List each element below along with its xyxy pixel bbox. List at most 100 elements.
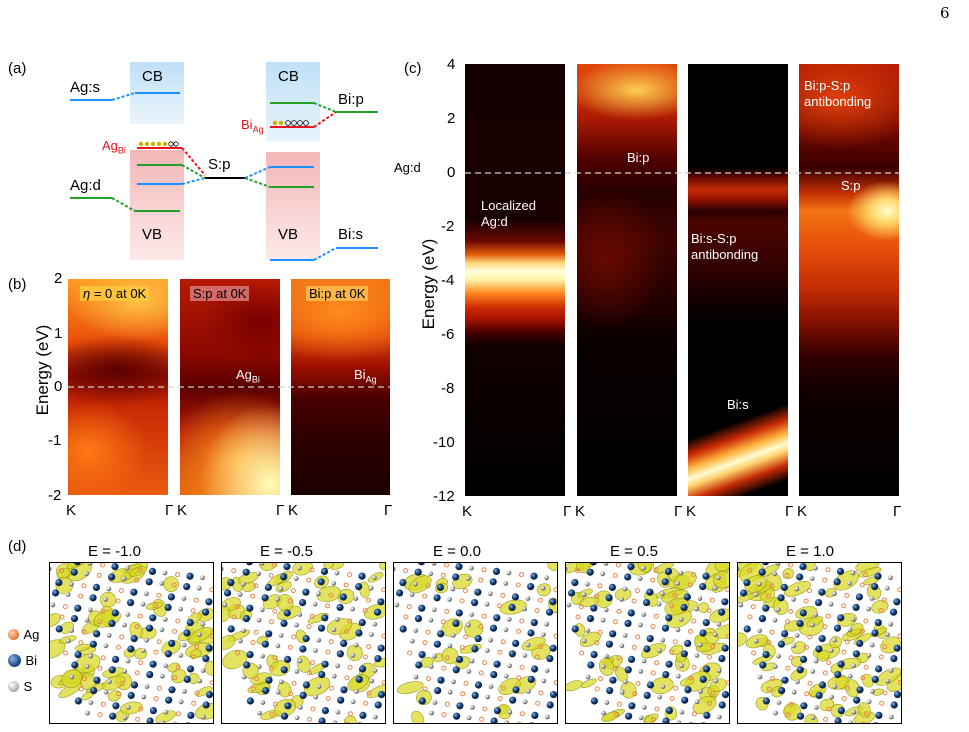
bi-atom bbox=[280, 619, 288, 627]
s-atom bbox=[866, 699, 872, 705]
s-atom bbox=[107, 679, 112, 685]
fermi-label-ag-d: Ag:d bbox=[394, 160, 421, 175]
s-atom bbox=[884, 585, 890, 591]
bi-atom bbox=[836, 567, 845, 575]
ag-atom bbox=[191, 700, 197, 706]
bi-atom bbox=[264, 583, 272, 591]
ag-atom bbox=[654, 660, 660, 666]
annotation-bi-s: Bi:s bbox=[727, 397, 749, 412]
bi-atom bbox=[284, 655, 292, 663]
panel-label-c: (c) bbox=[404, 60, 422, 77]
bi-atom bbox=[493, 660, 501, 668]
s-atom bbox=[698, 689, 703, 694]
s-atom bbox=[181, 596, 187, 601]
s-atom bbox=[428, 571, 434, 577]
bi-atom bbox=[471, 599, 479, 607]
bi-atom bbox=[186, 572, 194, 580]
bi-atom bbox=[145, 624, 154, 632]
bi-atom bbox=[758, 568, 766, 576]
s-atom bbox=[582, 638, 587, 644]
ag-atom bbox=[616, 701, 622, 707]
ag-atom bbox=[632, 691, 638, 697]
heatmap-c-bi-s-band bbox=[688, 400, 788, 496]
s-atom bbox=[372, 621, 378, 627]
bi-atom bbox=[437, 630, 445, 638]
ag-atom bbox=[363, 700, 369, 706]
bi-atom bbox=[818, 635, 826, 643]
ag-atom bbox=[650, 670, 656, 676]
ag-atom bbox=[309, 567, 315, 573]
heatmap-c-s-p bbox=[799, 64, 899, 496]
bi-atom bbox=[474, 588, 482, 596]
bi-atom bbox=[546, 701, 554, 709]
s-atom bbox=[810, 715, 816, 721]
ag-atom bbox=[725, 633, 729, 639]
s-atom bbox=[334, 617, 340, 622]
ag-atom bbox=[650, 624, 656, 630]
ag-atom bbox=[441, 712, 447, 718]
ag-atom bbox=[654, 706, 660, 712]
panel-c-xtick-k3: K bbox=[686, 503, 697, 520]
bi-atom bbox=[833, 578, 841, 586]
s-atom bbox=[331, 627, 337, 633]
annotation-bi-p-s-p: Bi:p-S:p antibonding bbox=[804, 78, 872, 109]
s-atom bbox=[603, 607, 609, 613]
s-atom bbox=[201, 714, 206, 720]
s-atom bbox=[103, 643, 109, 649]
isosurface-blob bbox=[783, 702, 801, 721]
s-atom bbox=[657, 694, 663, 700]
ag-atom bbox=[653, 613, 659, 619]
ag-atom bbox=[212, 624, 213, 627]
bi-atom bbox=[665, 614, 673, 622]
ag-atom bbox=[688, 675, 694, 681]
heatmap-title-eta: η = 0 at 0K bbox=[80, 286, 150, 301]
s-atom bbox=[694, 606, 699, 612]
bi-atom bbox=[718, 608, 726, 616]
ag-atom bbox=[841, 696, 847, 702]
bi-atom bbox=[242, 568, 250, 576]
s-atom bbox=[641, 612, 647, 617]
bi-atom bbox=[283, 563, 291, 571]
s-atom bbox=[141, 694, 147, 700]
bi-atom bbox=[624, 619, 632, 627]
s-atom bbox=[466, 715, 472, 721]
bi-atom bbox=[374, 655, 382, 663]
bi-atom bbox=[699, 583, 707, 591]
ag-atom bbox=[78, 593, 84, 599]
annotation-bi-s-s-p: Bi:s-S:p antibonding bbox=[691, 231, 759, 262]
structure-title: E = -0.5 bbox=[260, 543, 313, 560]
s-atom bbox=[828, 601, 834, 607]
s-atom bbox=[294, 669, 300, 674]
ag-atom bbox=[153, 603, 159, 609]
s-atom bbox=[794, 586, 800, 592]
ag-atom bbox=[635, 680, 641, 686]
ag-atom bbox=[770, 676, 775, 682]
panel-b-ylabel: Energy (eV) bbox=[33, 324, 52, 416]
ag-atom bbox=[344, 628, 349, 634]
ag-atom bbox=[803, 598, 809, 604]
bi-atom bbox=[70, 568, 78, 576]
ag-atom bbox=[616, 608, 622, 614]
bi-atom bbox=[164, 650, 172, 658]
s-atom bbox=[866, 606, 871, 612]
bi-atom bbox=[833, 624, 842, 632]
bi-atom bbox=[646, 635, 654, 643]
s-atom bbox=[260, 700, 266, 705]
structure-title: E = -1.0 bbox=[88, 543, 141, 560]
s-atom bbox=[544, 621, 550, 627]
bi-atom bbox=[281, 712, 289, 720]
ag-atom bbox=[291, 634, 297, 640]
ag-atom bbox=[825, 613, 831, 619]
ag-atom bbox=[598, 676, 603, 682]
panel-c-ytick: -12 bbox=[433, 488, 455, 505]
s-atom bbox=[316, 637, 322, 643]
bi-atom bbox=[280, 666, 288, 674]
ag-atom bbox=[616, 655, 622, 661]
ag-atom bbox=[516, 628, 521, 634]
ag-atom bbox=[156, 639, 162, 645]
isosurface-blob bbox=[664, 597, 689, 616]
bi-atom bbox=[590, 697, 598, 705]
panel-b-ytick: 0 bbox=[54, 378, 63, 395]
bi-atom bbox=[146, 717, 154, 723]
vb-box-right bbox=[266, 152, 320, 260]
